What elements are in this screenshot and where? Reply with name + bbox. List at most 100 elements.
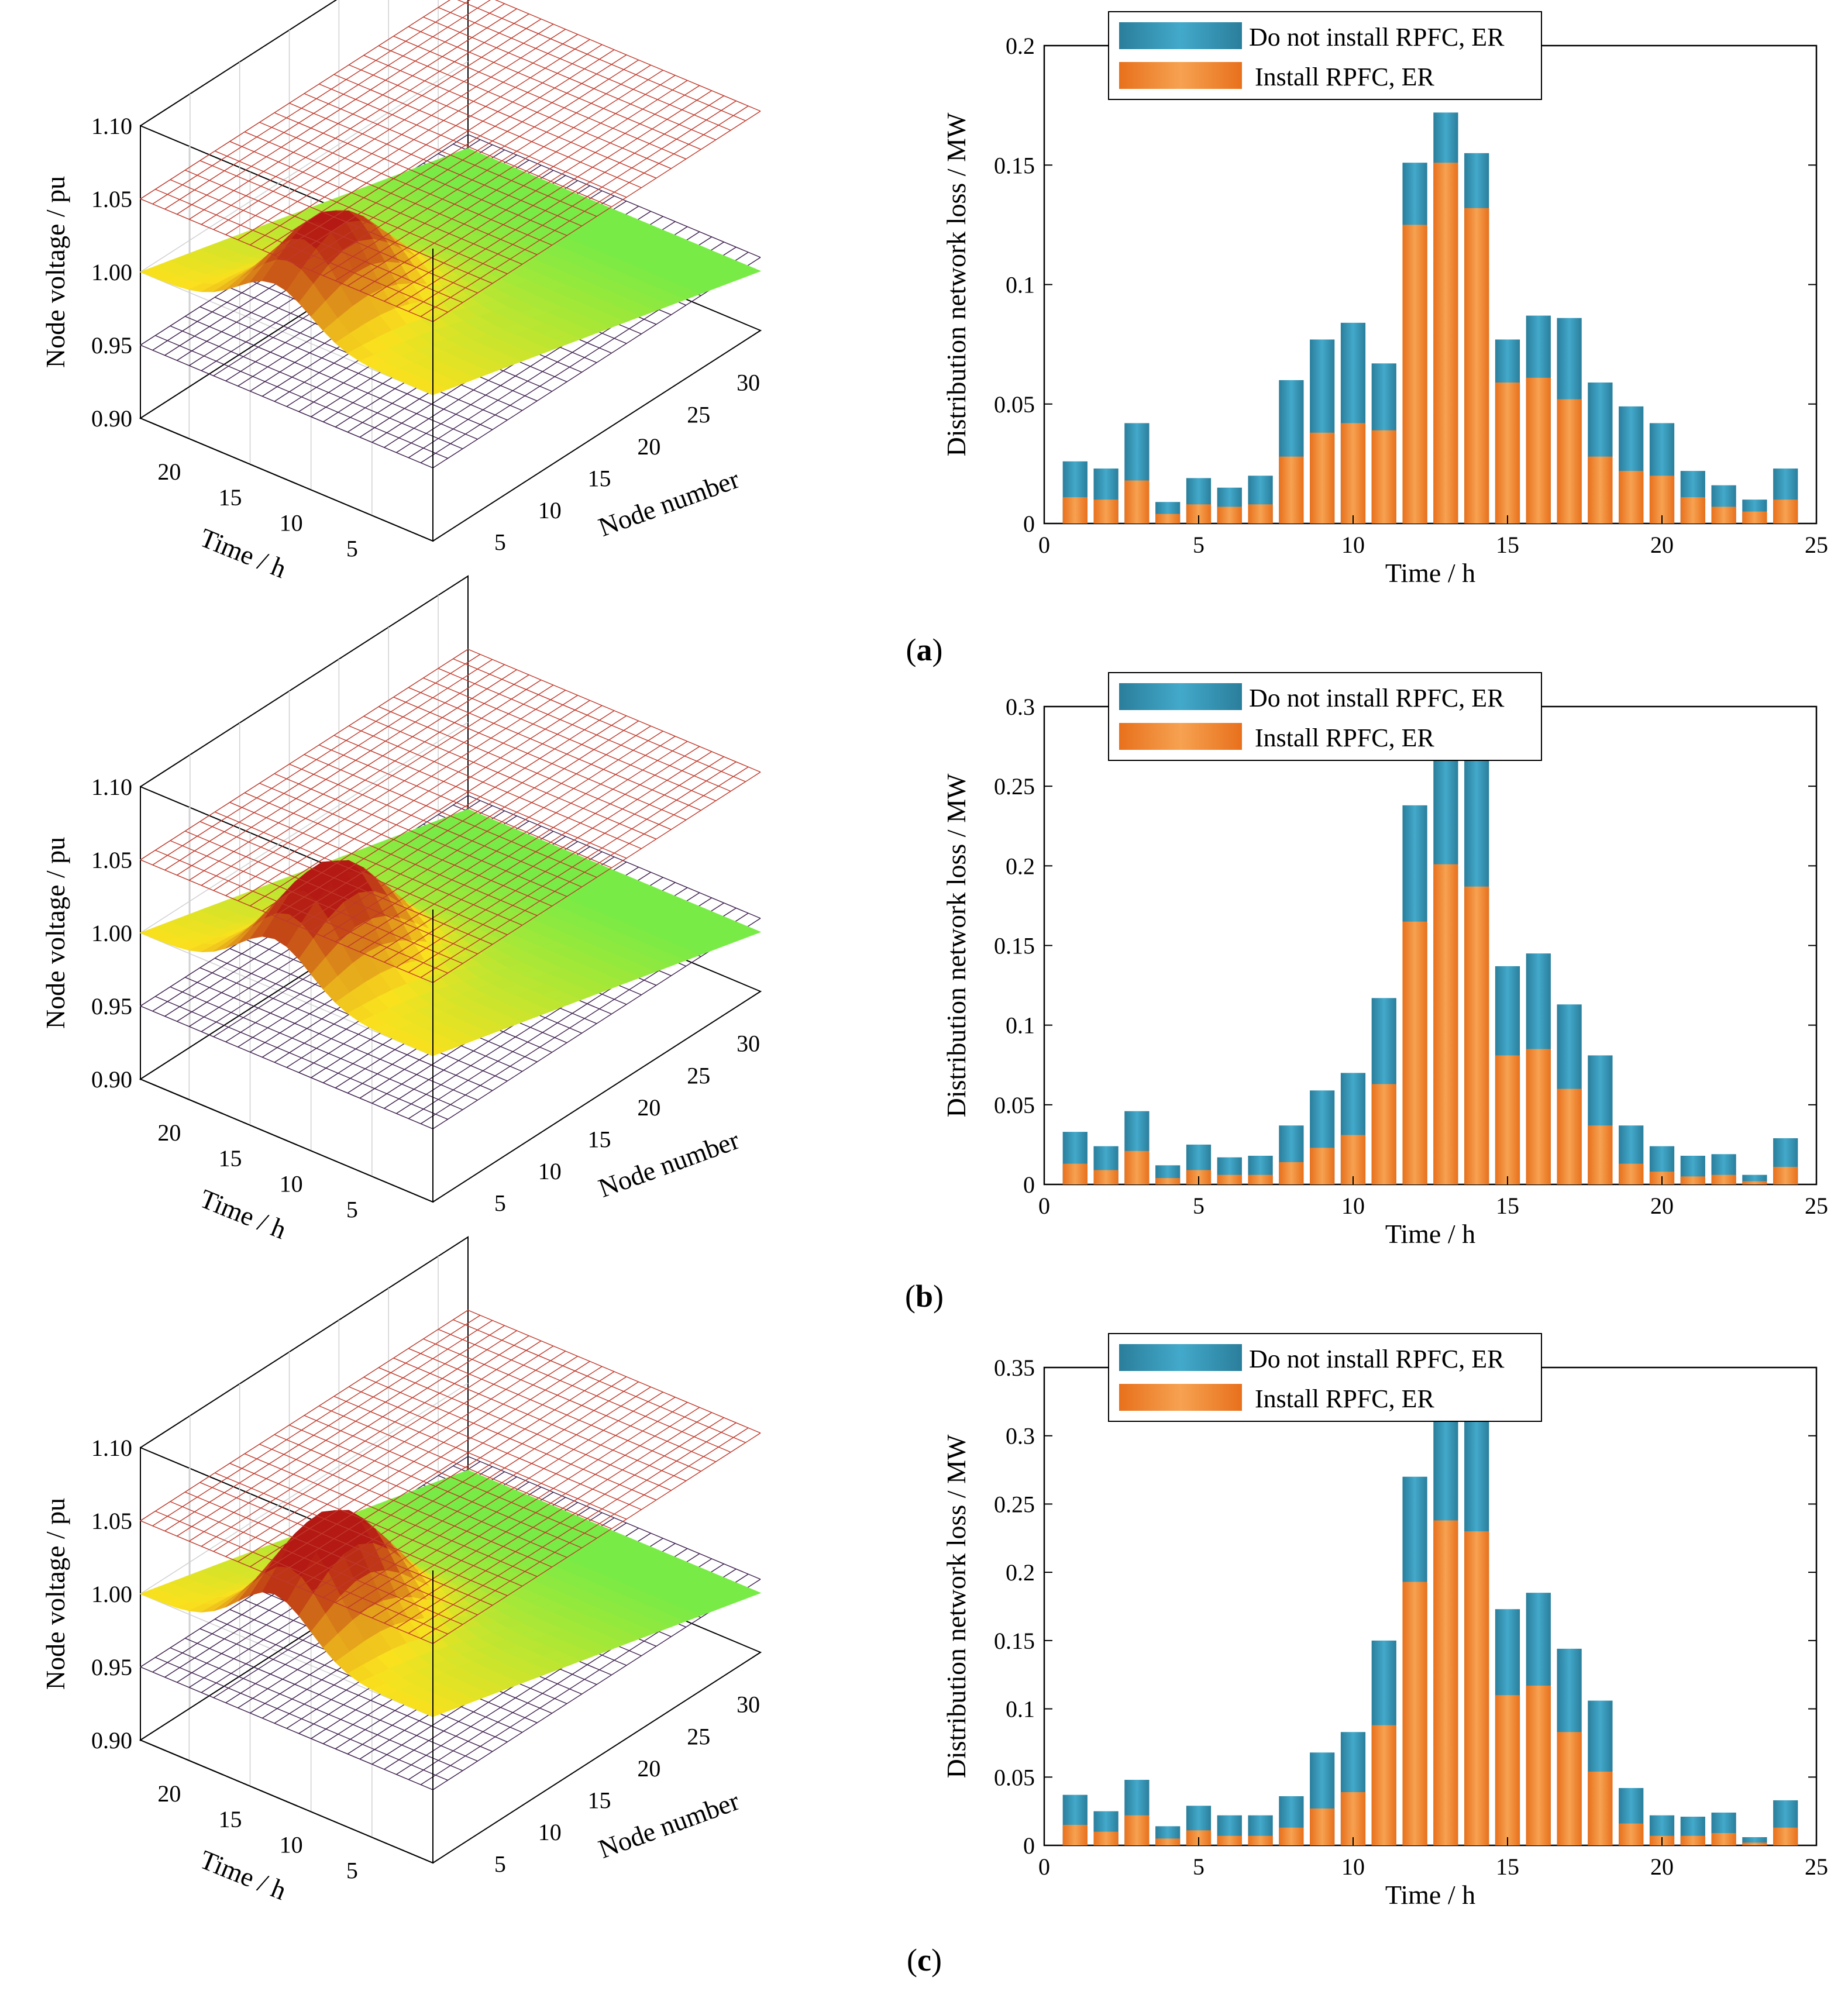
y-tick-label: 0.1: [1006, 272, 1035, 298]
x-tick-label: 15: [588, 465, 611, 491]
surface-patch: [732, 266, 762, 277]
panel-b: 0.90 0.95 1.00 1.05 1.10 5 10 15 20 25 30 5 10 15 20 No…: [0, 575, 1848, 1322]
x-axis-label: Node number: [594, 1125, 743, 1203]
x-tick-label: 15: [1496, 1193, 1519, 1219]
x-tick-label: 25: [1805, 1854, 1828, 1880]
x-tick-label: 5: [1193, 1193, 1205, 1219]
bar-install: [1557, 1088, 1582, 1184]
mesh-line: [152, 1315, 481, 1527]
mesh-line: [274, 1366, 603, 1577]
mesh-line: [201, 674, 529, 886]
mesh-line: [286, 49, 615, 261]
z-tick-label: 1.00: [91, 1581, 132, 1607]
x-axis-label: Time / h: [1385, 558, 1475, 588]
panel-c: 0.90 0.95 1.00 1.05 1.10 5 10 15 20 25 30 5 10 15 20 No…: [0, 1236, 1848, 1991]
mesh-line: [335, 731, 663, 942]
bar-install: [1433, 1520, 1458, 1845]
mesh-line: [311, 720, 639, 932]
x-tick-label: 10: [1341, 1854, 1365, 1880]
x-tick-label: 10: [538, 497, 562, 523]
mesh-line: [225, 23, 554, 235]
mesh-line: [140, 649, 469, 860]
surface-patch: [732, 1587, 762, 1599]
bar-install: [1124, 1150, 1150, 1184]
x-axis-label: Node number: [594, 1786, 743, 1864]
x-tick-label: 25: [687, 1723, 710, 1749]
x-tick-label: 30: [737, 370, 760, 396]
bar-install: [1495, 382, 1520, 523]
x-tick-label: 10: [538, 1819, 562, 1845]
bar-install: [1557, 1732, 1582, 1845]
x-tick-label: 25: [687, 1062, 710, 1088]
x-tick-label: 0: [1038, 532, 1050, 558]
bar-install: [1526, 1685, 1551, 1845]
mesh-line: [384, 751, 713, 963]
mesh-line: [164, 659, 493, 871]
surface-patch: [732, 926, 762, 938]
surface-plot-a: 0.90 0.95 1.00 1.05 1.10 5 10 15 20 25 30 5 10 15 20 No…: [40, 0, 762, 584]
bar-install: [1217, 1835, 1242, 1845]
bar-install: [1279, 456, 1304, 523]
bar-install: [1619, 471, 1644, 523]
mesh-line: [201, 13, 529, 225]
legend-swatch-no-install: [1119, 1344, 1242, 1371]
y-tick-label: 20: [157, 1780, 181, 1807]
mesh-line: [250, 695, 578, 907]
legend-swatch-install: [1119, 1384, 1242, 1411]
mesh-line: [261, 1360, 590, 1573]
y-tick-label: 10: [280, 510, 303, 536]
mesh-line: [494, 0, 761, 112]
y-tick-label: 0: [1023, 1172, 1035, 1198]
y-tick-label: 15: [219, 1145, 242, 1172]
bar-install: [1464, 208, 1489, 523]
mesh-line: [298, 54, 627, 266]
z-tick-label: 1.05: [91, 1508, 132, 1534]
voltage-surface: [139, 1469, 762, 1717]
bar-install: [1155, 1178, 1181, 1184]
bar-install: [1495, 1055, 1520, 1184]
bar-install: [1773, 1827, 1798, 1845]
bar-install: [1279, 1827, 1304, 1845]
surface-plot-c: 0.90 0.95 1.00 1.05 1.10 5 10 15 20 25 30 5 10 15 20 No…: [40, 1236, 762, 1906]
mesh-line: [347, 75, 676, 287]
y-tick-label: 0.3: [1006, 694, 1035, 720]
mesh-line: [323, 1386, 651, 1598]
x-tick-label: 0: [1038, 1193, 1050, 1219]
legend-label-no-install: Do not install RPFC, ER: [1249, 23, 1505, 51]
plot-frame: [1043, 1366, 1818, 1847]
legend-label-install: Install RPFC, ER: [1255, 63, 1434, 91]
bar-install: [1371, 430, 1396, 523]
mesh-line: [396, 1417, 724, 1629]
y-tick-label: 0.05: [994, 1764, 1035, 1790]
mesh-line: [432, 771, 761, 983]
y-axis-label: Distribution network loss / MW: [941, 1434, 971, 1778]
x-tick-label: 20: [637, 1755, 660, 1782]
z-tick-label: 1.00: [91, 259, 132, 285]
bar-install: [1588, 456, 1613, 523]
bar-install: [1217, 1174, 1242, 1184]
y-tick-label: 10: [280, 1171, 303, 1197]
x-tick-label: 30: [737, 1031, 760, 1057]
mesh-line: [188, 1330, 517, 1542]
mesh-line: [261, 39, 590, 251]
bar-install: [1495, 1695, 1520, 1845]
bar-install: [1711, 1832, 1736, 1845]
x-tick-label: 20: [637, 1094, 660, 1121]
mesh-line: [286, 710, 615, 922]
bar-install: [1742, 511, 1767, 523]
bar-install: [1402, 1582, 1427, 1845]
y-tick-label: 0.05: [994, 391, 1035, 418]
y-tick-label: 0.3: [1006, 1423, 1035, 1449]
x-tick-label: 20: [1650, 1854, 1674, 1880]
mesh-line: [432, 918, 761, 1129]
bar-install: [1248, 1835, 1273, 1845]
y-tick-label: 0.05: [994, 1092, 1035, 1118]
bar-install: [1310, 1808, 1335, 1845]
z-tick-label: 0.90: [91, 405, 132, 432]
mesh-line: [420, 766, 749, 978]
bar-install: [1310, 1148, 1335, 1184]
bar-install: [1557, 399, 1582, 523]
mesh-line: [408, 761, 737, 973]
bar-install: [1619, 1823, 1644, 1845]
legend-swatch-no-install: [1119, 22, 1242, 49]
